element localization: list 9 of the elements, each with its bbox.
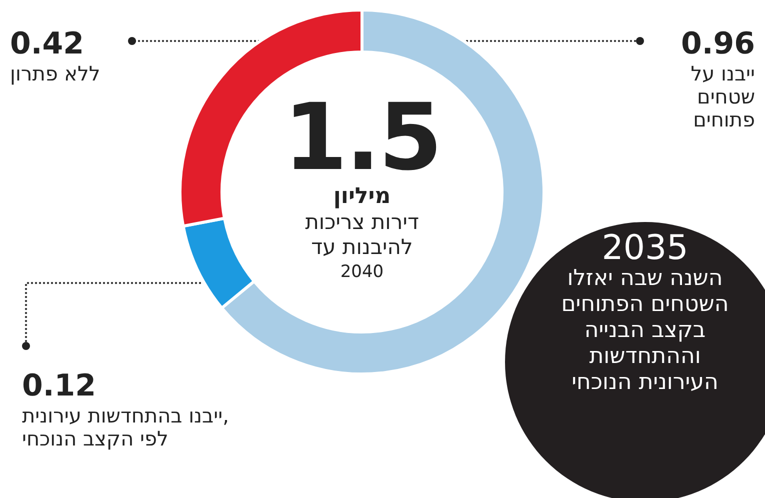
text: דירות צריכות להיבנות עד — [304, 210, 420, 260]
data-label: 0.96 — [680, 26, 755, 62]
text: מיליון — [332, 184, 392, 210]
slice-label: ייבנו בהתחדשות עירונית, לפי הקצב הנוכחי — [22, 404, 229, 450]
data-label: 0.12 — [22, 368, 96, 404]
slice-label: ללא פתרון — [10, 62, 100, 86]
text: 2040 — [339, 261, 385, 284]
data-label: 0.42 — [10, 26, 84, 62]
slice-label: ייבנו על שטחים פתוחים — [690, 62, 755, 132]
